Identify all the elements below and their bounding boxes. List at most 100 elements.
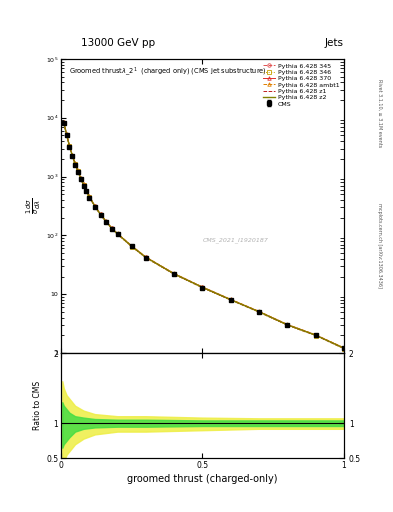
Pythia 6.428 345 — [285, 322, 290, 328]
Pythia 6.428 z1 — [73, 161, 77, 167]
Pythia 6.428 370 — [313, 332, 318, 338]
Pythia 6.428 z1 — [200, 285, 205, 291]
Pythia 6.428 z2 — [172, 271, 176, 277]
Pythia 6.428 345 — [228, 296, 233, 303]
Pythia 6.428 346 — [92, 204, 97, 210]
Pythia 6.428 z1 — [81, 182, 86, 188]
Pythia 6.428 370 — [257, 308, 261, 314]
Pythia 6.428 z2 — [200, 284, 205, 290]
Pythia 6.428 z2 — [104, 219, 108, 225]
Pythia 6.428 345 — [73, 161, 77, 167]
Pythia 6.428 z1 — [110, 226, 114, 232]
Pythia 6.428 z1 — [78, 176, 83, 182]
Pythia 6.428 370 — [143, 254, 148, 260]
Pythia 6.428 ambt1 — [200, 284, 205, 290]
Text: mcplots.cern.ch [arXiv:1306.3436]: mcplots.cern.ch [arXiv:1306.3436] — [377, 203, 382, 288]
Pythia 6.428 z2 — [313, 332, 318, 338]
Pythia 6.428 345 — [110, 225, 114, 231]
Pythia 6.428 z1 — [143, 254, 148, 261]
Pythia 6.428 370 — [75, 167, 80, 174]
Pythia 6.428 ambt1 — [64, 131, 69, 137]
Pythia 6.428 370 — [129, 243, 134, 249]
Pythia 6.428 z1 — [75, 168, 80, 175]
Pythia 6.428 345 — [70, 153, 75, 159]
Pythia 6.428 346 — [81, 182, 86, 188]
Pythia 6.428 ambt1 — [78, 175, 83, 181]
Pythia 6.428 346 — [313, 333, 318, 339]
Pythia 6.428 370 — [64, 131, 69, 137]
Pythia 6.428 z1 — [228, 297, 233, 303]
Pythia 6.428 z2 — [81, 182, 86, 188]
Pythia 6.428 346 — [78, 176, 83, 182]
Pythia 6.428 370 — [70, 152, 75, 158]
Pythia 6.428 ambt1 — [67, 142, 72, 148]
Pythia 6.428 346 — [228, 297, 233, 303]
Pythia 6.428 ambt1 — [98, 211, 103, 217]
Pythia 6.428 346 — [75, 168, 80, 175]
Pythia 6.428 370 — [110, 225, 114, 231]
Pythia 6.428 345 — [81, 182, 86, 188]
Pythia 6.428 370 — [81, 181, 86, 187]
Pythia 6.428 z2 — [64, 132, 69, 138]
Pythia 6.428 346 — [129, 244, 134, 250]
Line: Pythia 6.428 z2: Pythia 6.428 z2 — [64, 122, 344, 348]
Pythia 6.428 346 — [64, 132, 69, 138]
Pythia 6.428 346 — [73, 161, 77, 167]
Pythia 6.428 346 — [115, 231, 120, 238]
Pythia 6.428 z2 — [70, 153, 75, 159]
Pythia 6.428 ambt1 — [61, 119, 66, 125]
Pythia 6.428 346 — [84, 188, 89, 194]
Pythia 6.428 z2 — [67, 143, 72, 149]
Pythia 6.428 370 — [98, 211, 103, 217]
Pythia 6.428 ambt1 — [92, 203, 97, 209]
Pythia 6.428 ambt1 — [75, 167, 80, 173]
Pythia 6.428 370 — [172, 270, 176, 276]
Pythia 6.428 z1 — [92, 203, 97, 209]
Pythia 6.428 345 — [143, 254, 148, 261]
Pythia 6.428 ambt1 — [313, 332, 318, 338]
Text: 13000 GeV pp: 13000 GeV pp — [81, 38, 155, 48]
Pythia 6.428 345 — [200, 284, 205, 290]
Pythia 6.428 370 — [104, 218, 108, 224]
Pythia 6.428 ambt1 — [129, 243, 134, 249]
Pythia 6.428 z2 — [143, 254, 148, 261]
Text: CMS_2021_I1920187: CMS_2021_I1920187 — [202, 238, 268, 243]
Line: Pythia 6.428 345: Pythia 6.428 345 — [62, 121, 345, 350]
Pythia 6.428 345 — [115, 231, 120, 237]
Pythia 6.428 345 — [104, 219, 108, 225]
Pythia 6.428 345 — [172, 271, 176, 277]
Pythia 6.428 345 — [342, 345, 346, 351]
Pythia 6.428 346 — [172, 271, 176, 278]
Pythia 6.428 z1 — [61, 120, 66, 126]
Pythia 6.428 z1 — [285, 322, 290, 328]
Pythia 6.428 ambt1 — [110, 225, 114, 231]
Pythia 6.428 345 — [64, 132, 69, 138]
Line: Pythia 6.428 ambt1: Pythia 6.428 ambt1 — [62, 120, 345, 350]
Pythia 6.428 z1 — [98, 211, 103, 218]
Text: Jets: Jets — [325, 38, 344, 48]
Pythia 6.428 z1 — [104, 219, 108, 225]
Pythia 6.428 346 — [104, 219, 108, 225]
Pythia 6.428 z2 — [98, 211, 103, 218]
Pythia 6.428 370 — [285, 322, 290, 328]
Pythia 6.428 z1 — [64, 132, 69, 138]
Pythia 6.428 370 — [228, 296, 233, 303]
Pythia 6.428 ambt1 — [228, 296, 233, 302]
Pythia 6.428 z1 — [115, 231, 120, 237]
Pythia 6.428 z2 — [115, 231, 120, 237]
Pythia 6.428 z2 — [257, 309, 261, 315]
Pythia 6.428 ambt1 — [104, 218, 108, 224]
Pythia 6.428 z2 — [285, 322, 290, 328]
Pythia 6.428 z2 — [87, 194, 92, 200]
Pythia 6.428 345 — [87, 194, 92, 200]
Pythia 6.428 346 — [70, 153, 75, 159]
Pythia 6.428 346 — [342, 346, 346, 352]
Pythia 6.428 ambt1 — [342, 345, 346, 351]
Pythia 6.428 z2 — [61, 119, 66, 125]
Pythia 6.428 370 — [61, 119, 66, 125]
Pythia 6.428 z1 — [129, 243, 134, 249]
Pythia 6.428 370 — [84, 187, 89, 193]
Pythia 6.428 z1 — [87, 194, 92, 200]
Pythia 6.428 370 — [78, 175, 83, 181]
Pythia 6.428 z2 — [73, 160, 77, 166]
